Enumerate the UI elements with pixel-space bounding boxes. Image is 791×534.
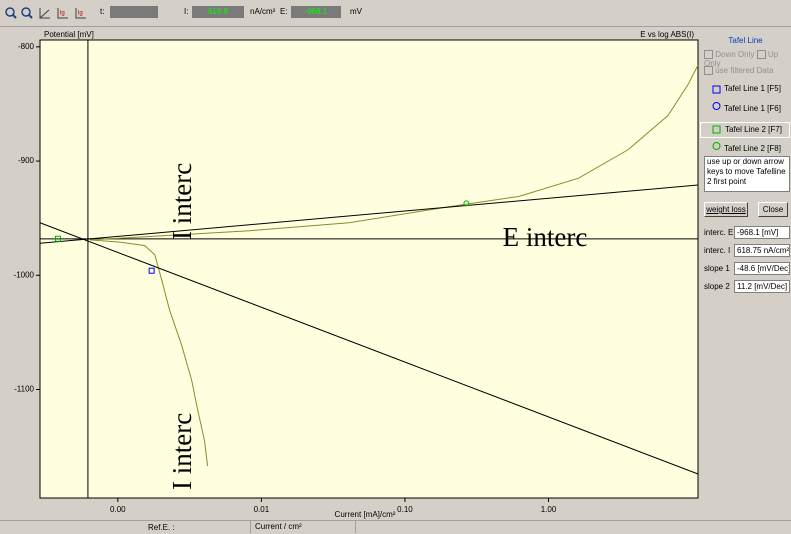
data-line xyxy=(89,64,699,467)
side-panel: Tafel Line Down Only Up Only use filtere… xyxy=(700,30,791,520)
field-value: 618.75 nA/cm² xyxy=(734,244,790,257)
status-bar: Ref.E. : Current / cm² xyxy=(0,520,791,534)
chart-title: E vs log ABS(I) xyxy=(640,30,694,39)
x-tick-label: 0.01 xyxy=(254,505,270,514)
i-display: 618.8 xyxy=(192,6,244,18)
marker xyxy=(54,235,61,242)
annotation: I interc xyxy=(167,413,197,490)
close-button[interactable]: Close xyxy=(758,202,788,217)
toolbar-icons: lg lg xyxy=(5,7,86,19)
x-axis-label: Current [mA]/cm² xyxy=(335,510,396,519)
annotation: E interc xyxy=(503,222,588,252)
i-label: I: xyxy=(184,7,189,16)
checkbox[interactable] xyxy=(704,66,713,76)
field-label: interc. E xyxy=(704,228,734,237)
y-tick-label: -800 xyxy=(18,42,35,51)
field-label: slope 1 xyxy=(704,264,730,273)
e-unit: mV xyxy=(350,7,362,16)
up-only[interactable]: Up Only xyxy=(704,50,779,69)
marker xyxy=(463,200,470,207)
direction-options: Down Only Up Only xyxy=(704,50,791,68)
x-tick-label: 1.00 xyxy=(541,505,557,514)
filter-option: use filtered Data xyxy=(704,66,774,76)
weight-loss-button[interactable]: weight loss xyxy=(704,202,748,217)
svg-text:lg: lg xyxy=(60,11,65,17)
field-value: -48.6 [mV/Dec] xyxy=(734,262,790,275)
filtered-data[interactable]: use filtered Data xyxy=(715,66,774,75)
down-only[interactable]: Down Only xyxy=(715,50,755,59)
y-tick-label: -1000 xyxy=(14,270,35,279)
checkbox[interactable] xyxy=(756,50,766,60)
status-current: Current / cm² xyxy=(250,521,356,533)
annotation: I interc xyxy=(167,163,197,240)
y-tick-label: -1100 xyxy=(14,385,34,394)
chart: Potential [mV] E vs log ABS(I) Current [… xyxy=(14,30,699,519)
checkbox[interactable] xyxy=(704,50,713,60)
t-display xyxy=(110,6,158,18)
status-ref: Ref.E. : xyxy=(148,523,175,532)
t-label: t: xyxy=(100,7,105,16)
item-icons xyxy=(712,85,721,150)
hint-box: use up or down arrow keys to move Tafell… xyxy=(704,156,790,192)
x-tick-label: 0.10 xyxy=(397,505,413,514)
data-line xyxy=(39,184,699,244)
field-value: 11.2 [mV/Dec] xyxy=(734,280,790,293)
x-tick-label: 0.00 xyxy=(110,505,126,514)
field-value: -968.1 [mV] xyxy=(734,226,790,239)
tafel-item[interactable]: Tafel Line 2 [F8] xyxy=(724,144,781,153)
e-display: -968.1 xyxy=(291,6,341,18)
e-label: E: xyxy=(280,7,288,16)
toolbar: lg lg t: I: 618.8 nA/cm² E: -968.1 mV xyxy=(0,0,791,27)
marker xyxy=(148,267,155,274)
panel-title: Tafel Line xyxy=(728,36,763,45)
field-label: interc. I xyxy=(704,246,731,255)
svg-text:lg: lg xyxy=(78,11,83,17)
tafel-item[interactable]: Tafel Line 2 [F7] xyxy=(700,122,790,138)
plot-area xyxy=(39,39,699,499)
data-line xyxy=(39,222,699,475)
field-label: slope 2 xyxy=(704,282,730,291)
i-unit: nA/cm² xyxy=(250,7,276,16)
y-tick-label: -900 xyxy=(18,156,35,165)
y-axis-label: Potential [mV] xyxy=(44,30,94,39)
tafel-item[interactable]: Tafel Line 1 [F5] xyxy=(724,84,781,93)
tafel-item[interactable]: Tafel Line 1 [F6] xyxy=(724,104,781,113)
